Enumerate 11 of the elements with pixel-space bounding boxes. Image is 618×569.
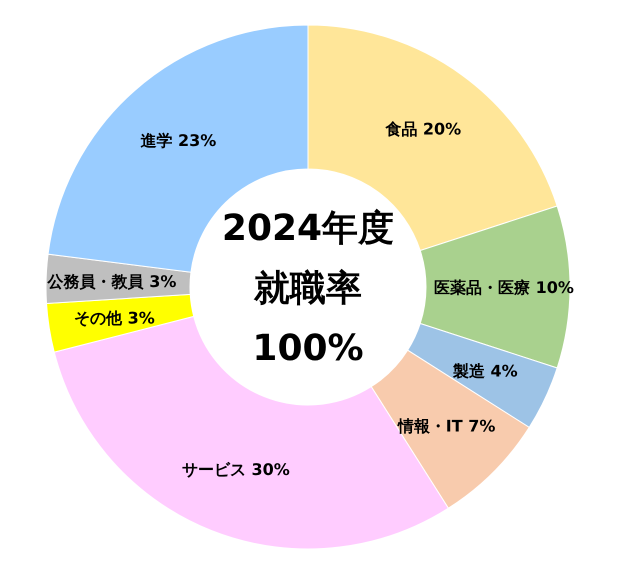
slice-label: その他 3% — [74, 308, 155, 328]
slice-label: 食品 20% — [384, 119, 462, 138]
slice-label: サービス 30% — [182, 460, 290, 480]
slice-label: 製造 4% — [452, 361, 518, 380]
slice-label: 情報・IT 7% — [396, 416, 496, 436]
slice-label: 進学 23% — [139, 130, 216, 150]
text: 100% — [252, 328, 364, 369]
text: 就職率 — [253, 268, 362, 309]
text: 2024年度 — [222, 208, 394, 249]
slice-label: 公務員・教員 3% — [46, 272, 176, 291]
slice-label: 医薬品・医療 10% — [434, 278, 574, 297]
